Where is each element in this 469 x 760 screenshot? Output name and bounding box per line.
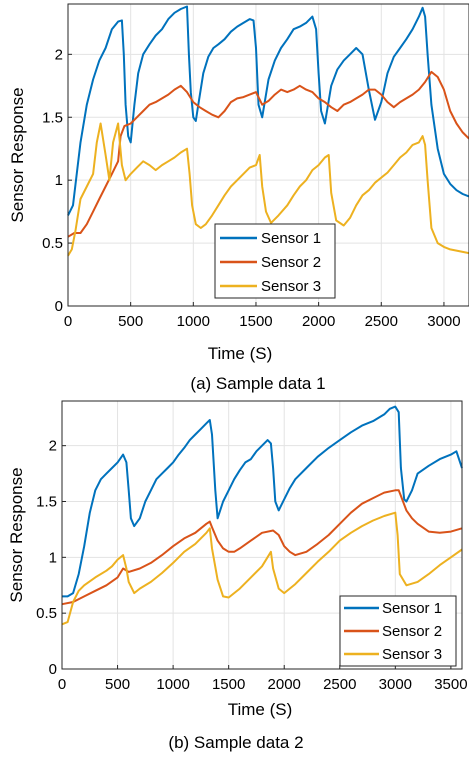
x-axis-title: Time (S) — [228, 700, 293, 719]
x-tick-label: 1000 — [156, 676, 189, 693]
legend-label-sensor-2: Sensor 2 — [382, 623, 442, 640]
legend-label-sensor-2: Sensor 2 — [261, 254, 321, 271]
legend: Sensor 1 Sensor 2 Sensor 3 — [339, 595, 457, 667]
series-line-sensor-1 — [62, 405, 463, 598]
x-tick-label: 3000 — [427, 313, 460, 330]
y-tick-label: 2 — [55, 46, 63, 63]
series-line-sensor-2 — [61, 489, 463, 606]
y-tick-label: 1 — [49, 549, 57, 566]
caption: (a) Sample data 1 — [190, 374, 325, 393]
x-tick-label: 2000 — [268, 676, 301, 693]
chart-sample-data-2: 0 500 1000 1500 2000 2500 3000 3500 0 0.5 1 1.5 2 Ti… — [7, 400, 468, 752]
x-tick-label: 3500 — [434, 676, 467, 693]
x-tick-label: 2500 — [365, 313, 398, 330]
legend-label-sensor-1: Sensor 1 — [261, 230, 321, 247]
series-lines — [61, 405, 463, 626]
y-tick-label: 1.5 — [42, 109, 63, 126]
x-tick-label: 0 — [58, 676, 66, 693]
series-lines — [67, 5, 469, 257]
y-axis-title: Sensor Response — [7, 467, 26, 602]
series-line-sensor-2 — [67, 70, 469, 238]
x-tick-label: 1000 — [177, 313, 210, 330]
x-tick-label: 500 — [105, 676, 130, 693]
y-tick-label: 0.5 — [42, 235, 63, 252]
x-tick-label: 3000 — [379, 676, 412, 693]
plot-area-frame — [61, 400, 463, 670]
series-line-sensor-3 — [61, 511, 463, 626]
caption: (b) Sample data 2 — [168, 733, 303, 752]
plot-area-frame — [67, 3, 469, 307]
legend: Sensor 1 Sensor 2 Sensor 3 — [214, 223, 336, 299]
x-tick-label: 2000 — [302, 313, 335, 330]
legend-label-sensor-3: Sensor 3 — [261, 278, 321, 295]
y-tick-label: 1.5 — [36, 494, 57, 511]
y-tick-label: 0 — [49, 661, 57, 678]
series-line-sensor-3 — [67, 122, 469, 257]
x-tick-label: 1500 — [239, 313, 272, 330]
tick-labels: 0 500 1000 1500 2000 2500 3000 3500 0 0.5 1 1.5 2 — [36, 438, 467, 693]
y-tick-label: 2 — [49, 438, 57, 455]
x-tick-label: 2500 — [323, 676, 356, 693]
x-axis-title: Time (S) — [208, 344, 273, 363]
series-line-sensor-1 — [67, 5, 469, 216]
legend-label-sensor-1: Sensor 1 — [382, 600, 442, 617]
x-tick-label: 500 — [118, 313, 143, 330]
tick-labels: 0 500 1000 1500 2000 2500 3000 0 0.5 1 1.5 2 — [42, 46, 460, 330]
legend-label-sensor-3: Sensor 3 — [382, 646, 442, 663]
y-tick-label: 0 — [55, 298, 63, 315]
x-tick-label: 1500 — [212, 676, 245, 693]
y-tick-label: 0.5 — [36, 605, 57, 622]
chart-sample-data-1: 0 500 1000 1500 2000 2500 3000 0 0.5 1 1.5 2 Time (… — [8, 3, 469, 393]
x-tick-label: 0 — [64, 313, 72, 330]
y-axis-title: Sensor Response — [8, 87, 27, 222]
y-tick-label: 1 — [55, 172, 63, 189]
